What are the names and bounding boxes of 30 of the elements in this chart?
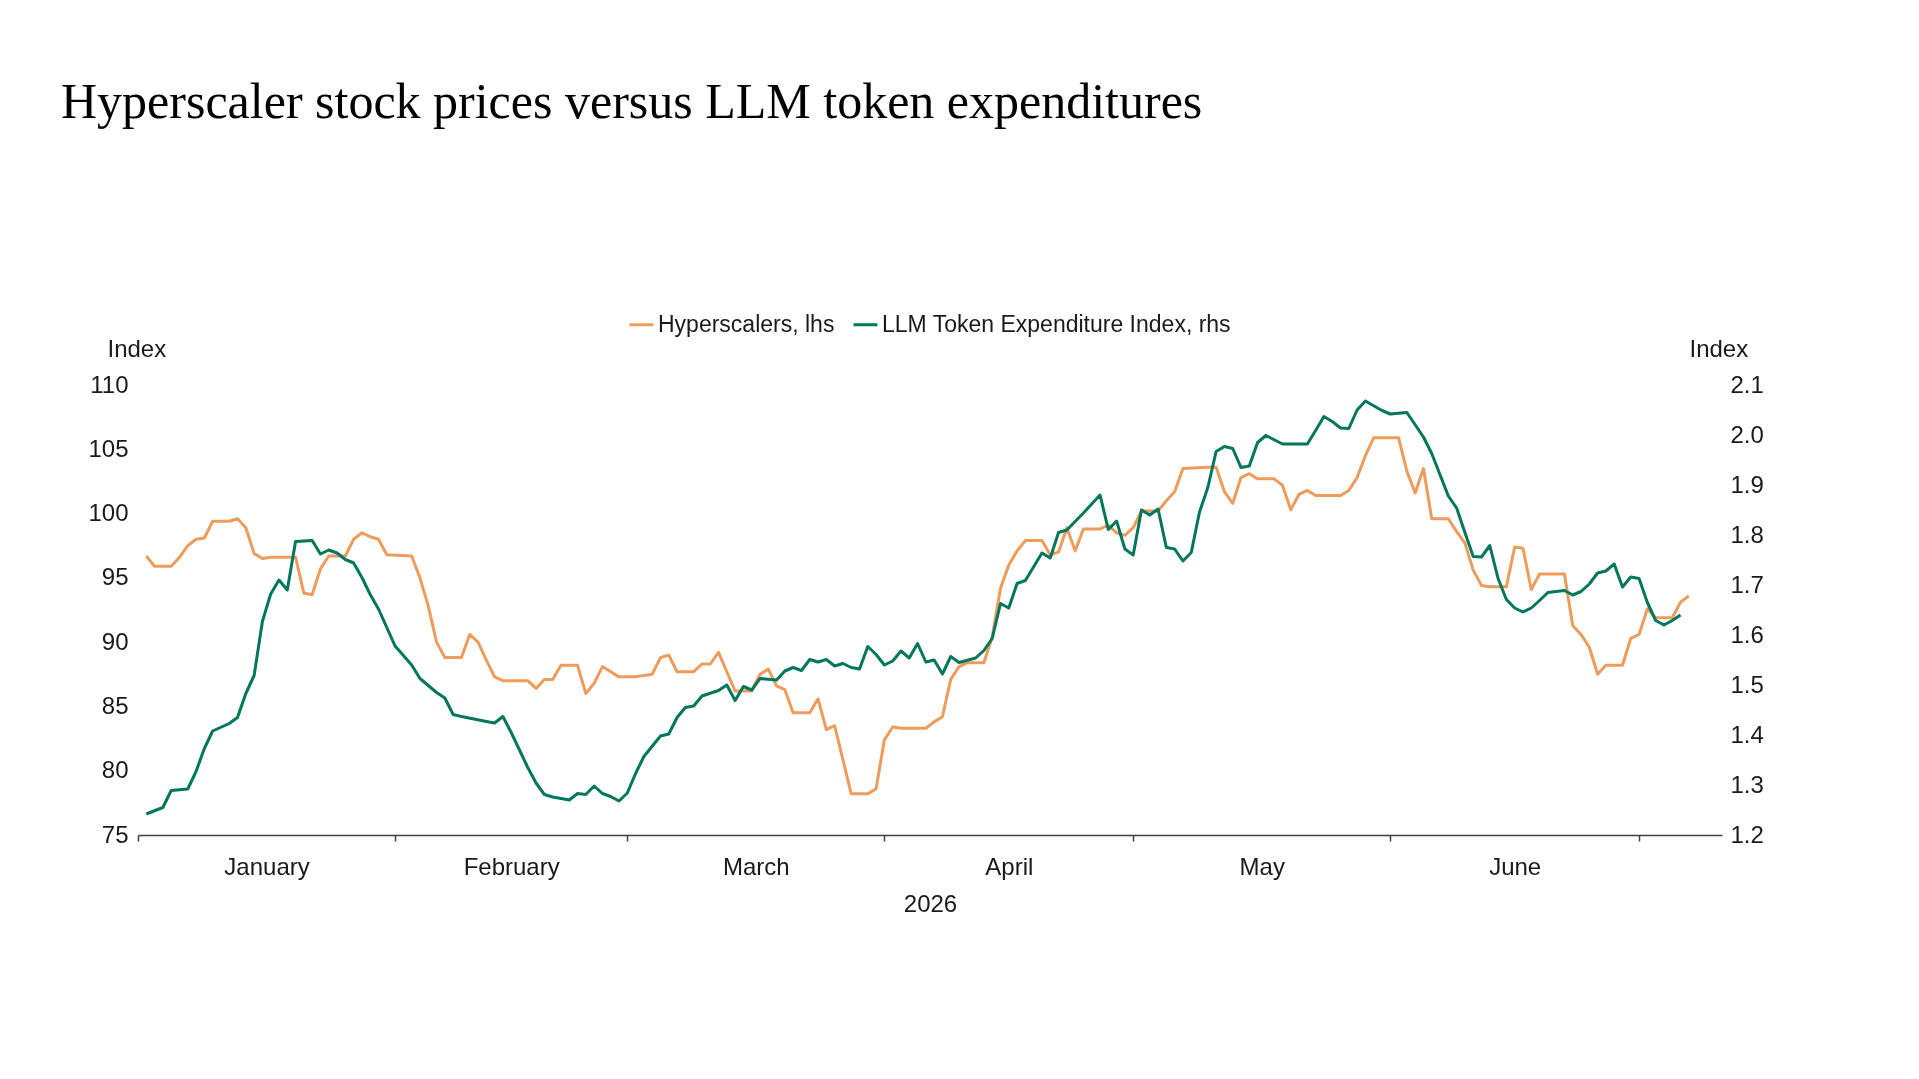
chart-title: Hyperscaler stock prices versus LLM token expenditures: [61, 73, 1203, 129]
y2-tick-label: 1.2: [1730, 820, 1764, 848]
y-tick-label: 110: [90, 370, 129, 398]
x-tick-label: June: [1489, 852, 1542, 880]
legend-label: LLM Token Expenditure Index, rhs: [882, 310, 1231, 337]
y-tick-label: 95: [101, 563, 129, 591]
x-tick-label: May: [1239, 852, 1285, 880]
y2-tick-label: 1.6: [1730, 620, 1764, 648]
y2-tick-label: 1.9: [1730, 470, 1764, 498]
y2-tick-label: 1.7: [1730, 570, 1764, 598]
y2-tick-label: 1.4: [1730, 720, 1764, 748]
y2-tick-label: 2.0: [1730, 420, 1764, 448]
y-tick-label: 75: [101, 820, 129, 848]
y-tick-label: 85: [101, 691, 129, 719]
y-tick-label: 80: [101, 756, 129, 784]
x-axis-title: 2026: [903, 889, 958, 917]
y2-axis-title: Index: [1689, 334, 1749, 362]
y-axis-title: Index: [107, 334, 167, 362]
y-tick-label: 105: [88, 434, 129, 462]
y2-tick-label: 1.5: [1730, 670, 1764, 698]
y2-tick-label: 1.8: [1730, 520, 1764, 548]
y-tick-label: 90: [101, 627, 129, 655]
y2-tick-label: 1.3: [1730, 770, 1764, 798]
x-tick-label: February: [463, 852, 560, 880]
x-tick-label: January: [224, 852, 310, 880]
x-tick-label: April: [985, 852, 1034, 880]
y2-tick-label: 2.1: [1730, 370, 1764, 398]
x-tick-label: March: [723, 852, 790, 880]
y-tick-label: 100: [88, 499, 129, 527]
legend-label: Hyperscalers, lhs: [658, 310, 835, 337]
